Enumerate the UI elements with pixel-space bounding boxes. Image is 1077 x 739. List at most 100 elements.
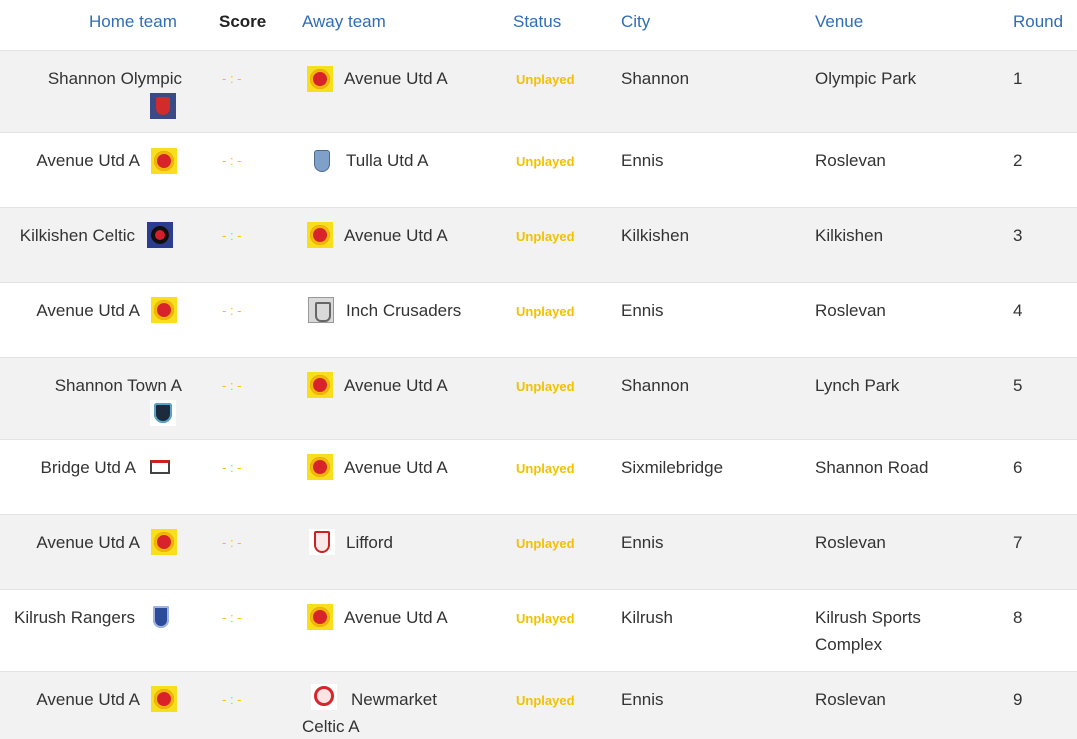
status-badge: Unplayed	[516, 154, 575, 169]
away-team-name[interactable]: Inch Crusaders	[346, 301, 462, 320]
home-team-name[interactable]: Shannon Town A	[54, 376, 182, 395]
avenue-utd-crest-icon	[307, 454, 333, 480]
status-badge: Unplayed	[516, 304, 575, 319]
score[interactable]: - : -	[222, 153, 242, 168]
away-team-name[interactable]: Tulla Utd A	[346, 151, 429, 170]
away-team-name[interactable]: Avenue Utd A	[344, 69, 448, 88]
round: 4	[1013, 301, 1023, 320]
round: 2	[1013, 151, 1023, 170]
round: 5	[1013, 376, 1023, 395]
city: Ennis	[621, 151, 664, 170]
lifford-crest-icon	[309, 529, 335, 555]
table-row[interactable]: Avenue Utd A - : - Tulla Utd A Unplayed …	[0, 133, 1077, 208]
home-team-name[interactable]: Avenue Utd A	[36, 533, 140, 552]
score[interactable]: - : -	[222, 460, 242, 475]
home-team-name[interactable]: Kilrush Rangers	[14, 608, 135, 627]
home-team-name[interactable]: Kilkishen Celtic	[19, 226, 135, 245]
city: Shannon	[621, 69, 690, 88]
venue-line2: Complex	[815, 635, 883, 654]
table-row[interactable]: Bridge Utd A - : - Avenue Utd A Unplayed…	[0, 440, 1077, 515]
inch-crusaders-crest-icon	[308, 297, 334, 323]
home-team-name[interactable]: Avenue Utd A	[36, 301, 140, 320]
round: 9	[1013, 690, 1023, 709]
city: Kilrush	[621, 608, 673, 627]
round: 3	[1013, 226, 1023, 245]
table-row[interactable]: Kilrush Rangers - : - Avenue Utd A Unpla…	[0, 590, 1077, 672]
newmarket-celtic-crest-icon	[311, 684, 337, 710]
score[interactable]: - : -	[222, 303, 242, 318]
city: Ennis	[621, 533, 664, 552]
city: Kilkishen	[621, 226, 690, 245]
bridge-utd-crest-icon	[147, 454, 173, 480]
away-team-name[interactable]: Avenue Utd A	[344, 226, 448, 245]
venue: Lynch Park	[815, 376, 900, 395]
round: 1	[1013, 69, 1023, 88]
venue: Roslevan	[815, 533, 886, 552]
away-team-name[interactable]: Avenue Utd A	[344, 608, 448, 627]
home-team-name[interactable]: Shannon Olympic	[47, 69, 182, 88]
avenue-utd-crest-icon	[307, 222, 333, 248]
status-badge: Unplayed	[516, 536, 575, 551]
table-header: Home team Score Away team Status City Ve…	[0, 0, 1077, 51]
city: Ennis	[621, 301, 664, 320]
score[interactable]: - : -	[222, 535, 242, 550]
venue: Olympic Park	[815, 69, 917, 88]
city: Sixmilebridge	[621, 458, 724, 477]
header-round[interactable]: Round	[1013, 12, 1064, 31]
avenue-utd-crest-icon	[151, 529, 177, 555]
round: 6	[1013, 458, 1023, 477]
avenue-utd-crest-icon	[307, 372, 333, 398]
header-city[interactable]: City	[621, 12, 651, 31]
away-team-name[interactable]: Newmarket	[351, 690, 437, 709]
away-team-name[interactable]: Lifford	[346, 533, 393, 552]
table-row[interactable]: Avenue Utd A - : - Newmarket Celtic A Un…	[0, 672, 1077, 739]
venue: Roslevan	[815, 151, 886, 170]
table-row[interactable]: Kilkishen Celtic - : - Avenue Utd A Unpl…	[0, 208, 1077, 283]
venue: Kilrush Sports	[815, 608, 921, 627]
avenue-utd-crest-icon	[151, 297, 177, 323]
table-row[interactable]: Shannon Olympic - : - Avenue Utd A Unpla…	[0, 51, 1077, 133]
venue: Kilkishen	[815, 226, 884, 245]
status-badge: Unplayed	[516, 229, 575, 244]
city: Ennis	[621, 690, 664, 709]
kilrush-rangers-crest-icon	[148, 604, 174, 630]
away-team-name-line2[interactable]: Celtic A	[302, 717, 360, 736]
score[interactable]: - : -	[222, 71, 242, 86]
score[interactable]: - : -	[222, 378, 242, 393]
avenue-utd-crest-icon	[307, 604, 333, 630]
header-score: Score	[219, 12, 267, 31]
away-team-name[interactable]: Avenue Utd A	[344, 458, 448, 477]
away-team-name[interactable]: Avenue Utd A	[344, 376, 448, 395]
table-row[interactable]: Avenue Utd A - : - Inch Crusaders Unplay…	[0, 283, 1077, 358]
header-venue[interactable]: Venue	[815, 12, 864, 31]
avenue-utd-crest-icon	[307, 66, 333, 92]
header-status[interactable]: Status	[513, 12, 562, 31]
shannon-town-crest-icon	[150, 400, 176, 426]
venue: Roslevan	[815, 690, 886, 709]
score[interactable]: - : -	[222, 228, 242, 243]
round: 7	[1013, 533, 1023, 552]
score[interactable]: - : -	[222, 610, 242, 625]
round: 8	[1013, 608, 1023, 627]
status-badge: Unplayed	[516, 611, 575, 626]
venue: Shannon Road	[815, 458, 929, 477]
header-away-team[interactable]: Away team	[302, 12, 386, 31]
score[interactable]: - : -	[222, 692, 242, 707]
status-badge: Unplayed	[516, 72, 575, 87]
home-team-name[interactable]: Avenue Utd A	[36, 151, 140, 170]
avenue-utd-crest-icon	[151, 148, 177, 174]
table-row[interactable]: Avenue Utd A - : - Lifford Unplayed Enni…	[0, 515, 1077, 590]
shannon-olympic-crest-icon	[150, 93, 176, 119]
status-badge: Unplayed	[516, 461, 575, 476]
home-team-name[interactable]: Avenue Utd A	[36, 690, 140, 709]
status-badge: Unplayed	[516, 379, 575, 394]
avenue-utd-crest-icon	[151, 686, 177, 712]
city: Shannon	[621, 376, 690, 395]
table-row[interactable]: Shannon Town A - : - Avenue Utd A Unplay…	[0, 358, 1077, 440]
header-home-team[interactable]: Home team	[89, 12, 177, 31]
status-badge: Unplayed	[516, 693, 575, 708]
venue: Roslevan	[815, 301, 886, 320]
kilkishen-celtic-crest-icon	[147, 222, 173, 248]
home-team-name[interactable]: Bridge Utd A	[40, 458, 136, 477]
